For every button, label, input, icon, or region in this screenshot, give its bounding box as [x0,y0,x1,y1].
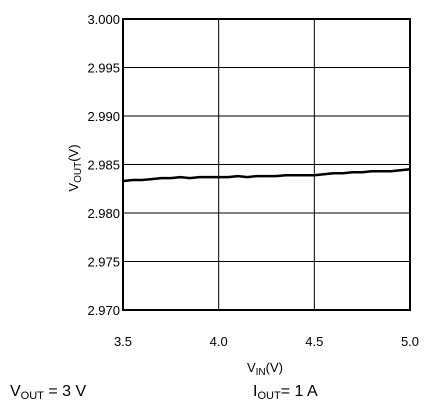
y-tick-label: 2.995 [87,61,120,76]
tick-labels: 3.5 4.0 4.5 5.0 2.970 2.975 2.980 2.985 2.990 2.9… [87,12,419,349]
grid [122,18,411,311]
y-tick-label: 2.975 [87,255,120,270]
x-tick-label: 5.0 [401,334,419,349]
y-tick-label: 2.990 [87,109,120,124]
plot-frame [122,18,411,311]
x-tick-label: 4.5 [305,334,323,349]
series-layer [122,168,411,183]
y-tick-label: 3.000 [87,12,120,27]
vout-vs-vin-chart: 3.5 4.0 4.5 5.0 2.970 2.975 2.980 2.985 2.990 2.9… [66,12,419,378]
x-axis-title: VIN(V) [247,360,283,378]
x-tick-label: 3.5 [114,334,132,349]
y-tick-label: 2.980 [87,206,120,221]
y-tick-label: 2.985 [87,158,120,173]
vout-series-line [122,168,411,183]
x-tick-label: 4.0 [210,334,228,349]
condition-iout: IOUT= 1 A [253,383,318,402]
y-axis-title: VOUT(V) [66,144,84,191]
condition-vout: VOUT = 3 V [10,383,87,402]
y-tick-label: 2.970 [87,303,120,318]
